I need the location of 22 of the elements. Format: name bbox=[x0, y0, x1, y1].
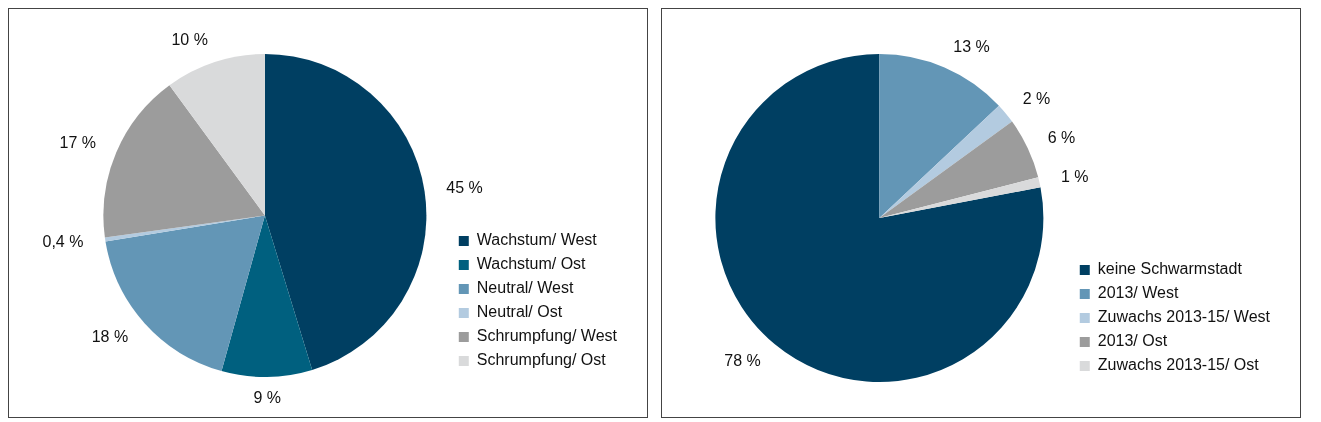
legend-label: keine Schwarmstadt bbox=[1097, 260, 1243, 278]
data-label: 0,4 % bbox=[42, 233, 84, 251]
data-label: 2 % bbox=[1022, 89, 1051, 107]
legend-label: 2013/ West bbox=[1097, 284, 1179, 302]
legend-label: Zuwachs 2013-15/ West bbox=[1097, 308, 1271, 326]
data-label: 10 % bbox=[171, 31, 208, 49]
legend-label: Zuwachs 2013-15/ Ost bbox=[1097, 356, 1260, 374]
legend-label: Neutral/ West bbox=[476, 279, 574, 297]
legend-label: Schrumpfung/ West bbox=[476, 327, 618, 345]
data-label: 13 % bbox=[953, 37, 990, 55]
legend-label: Neutral/ Ost bbox=[476, 303, 563, 321]
data-label: 9 % bbox=[253, 389, 281, 407]
data-label: 78 % bbox=[724, 351, 761, 369]
data-label: 17 % bbox=[59, 134, 96, 152]
data-label: 18 % bbox=[91, 328, 129, 346]
legend-label: Wachstum/ Ost bbox=[476, 255, 587, 273]
data-label: 1 % bbox=[1060, 167, 1089, 185]
data-label: 6 % bbox=[1047, 129, 1076, 147]
legend-label: Wachstum/ West bbox=[476, 231, 598, 249]
data-label: 45 % bbox=[446, 178, 483, 196]
legend-label: 2013/ Ost bbox=[1097, 332, 1168, 350]
legend-label: Schrumpfung/ Ost bbox=[476, 351, 607, 369]
